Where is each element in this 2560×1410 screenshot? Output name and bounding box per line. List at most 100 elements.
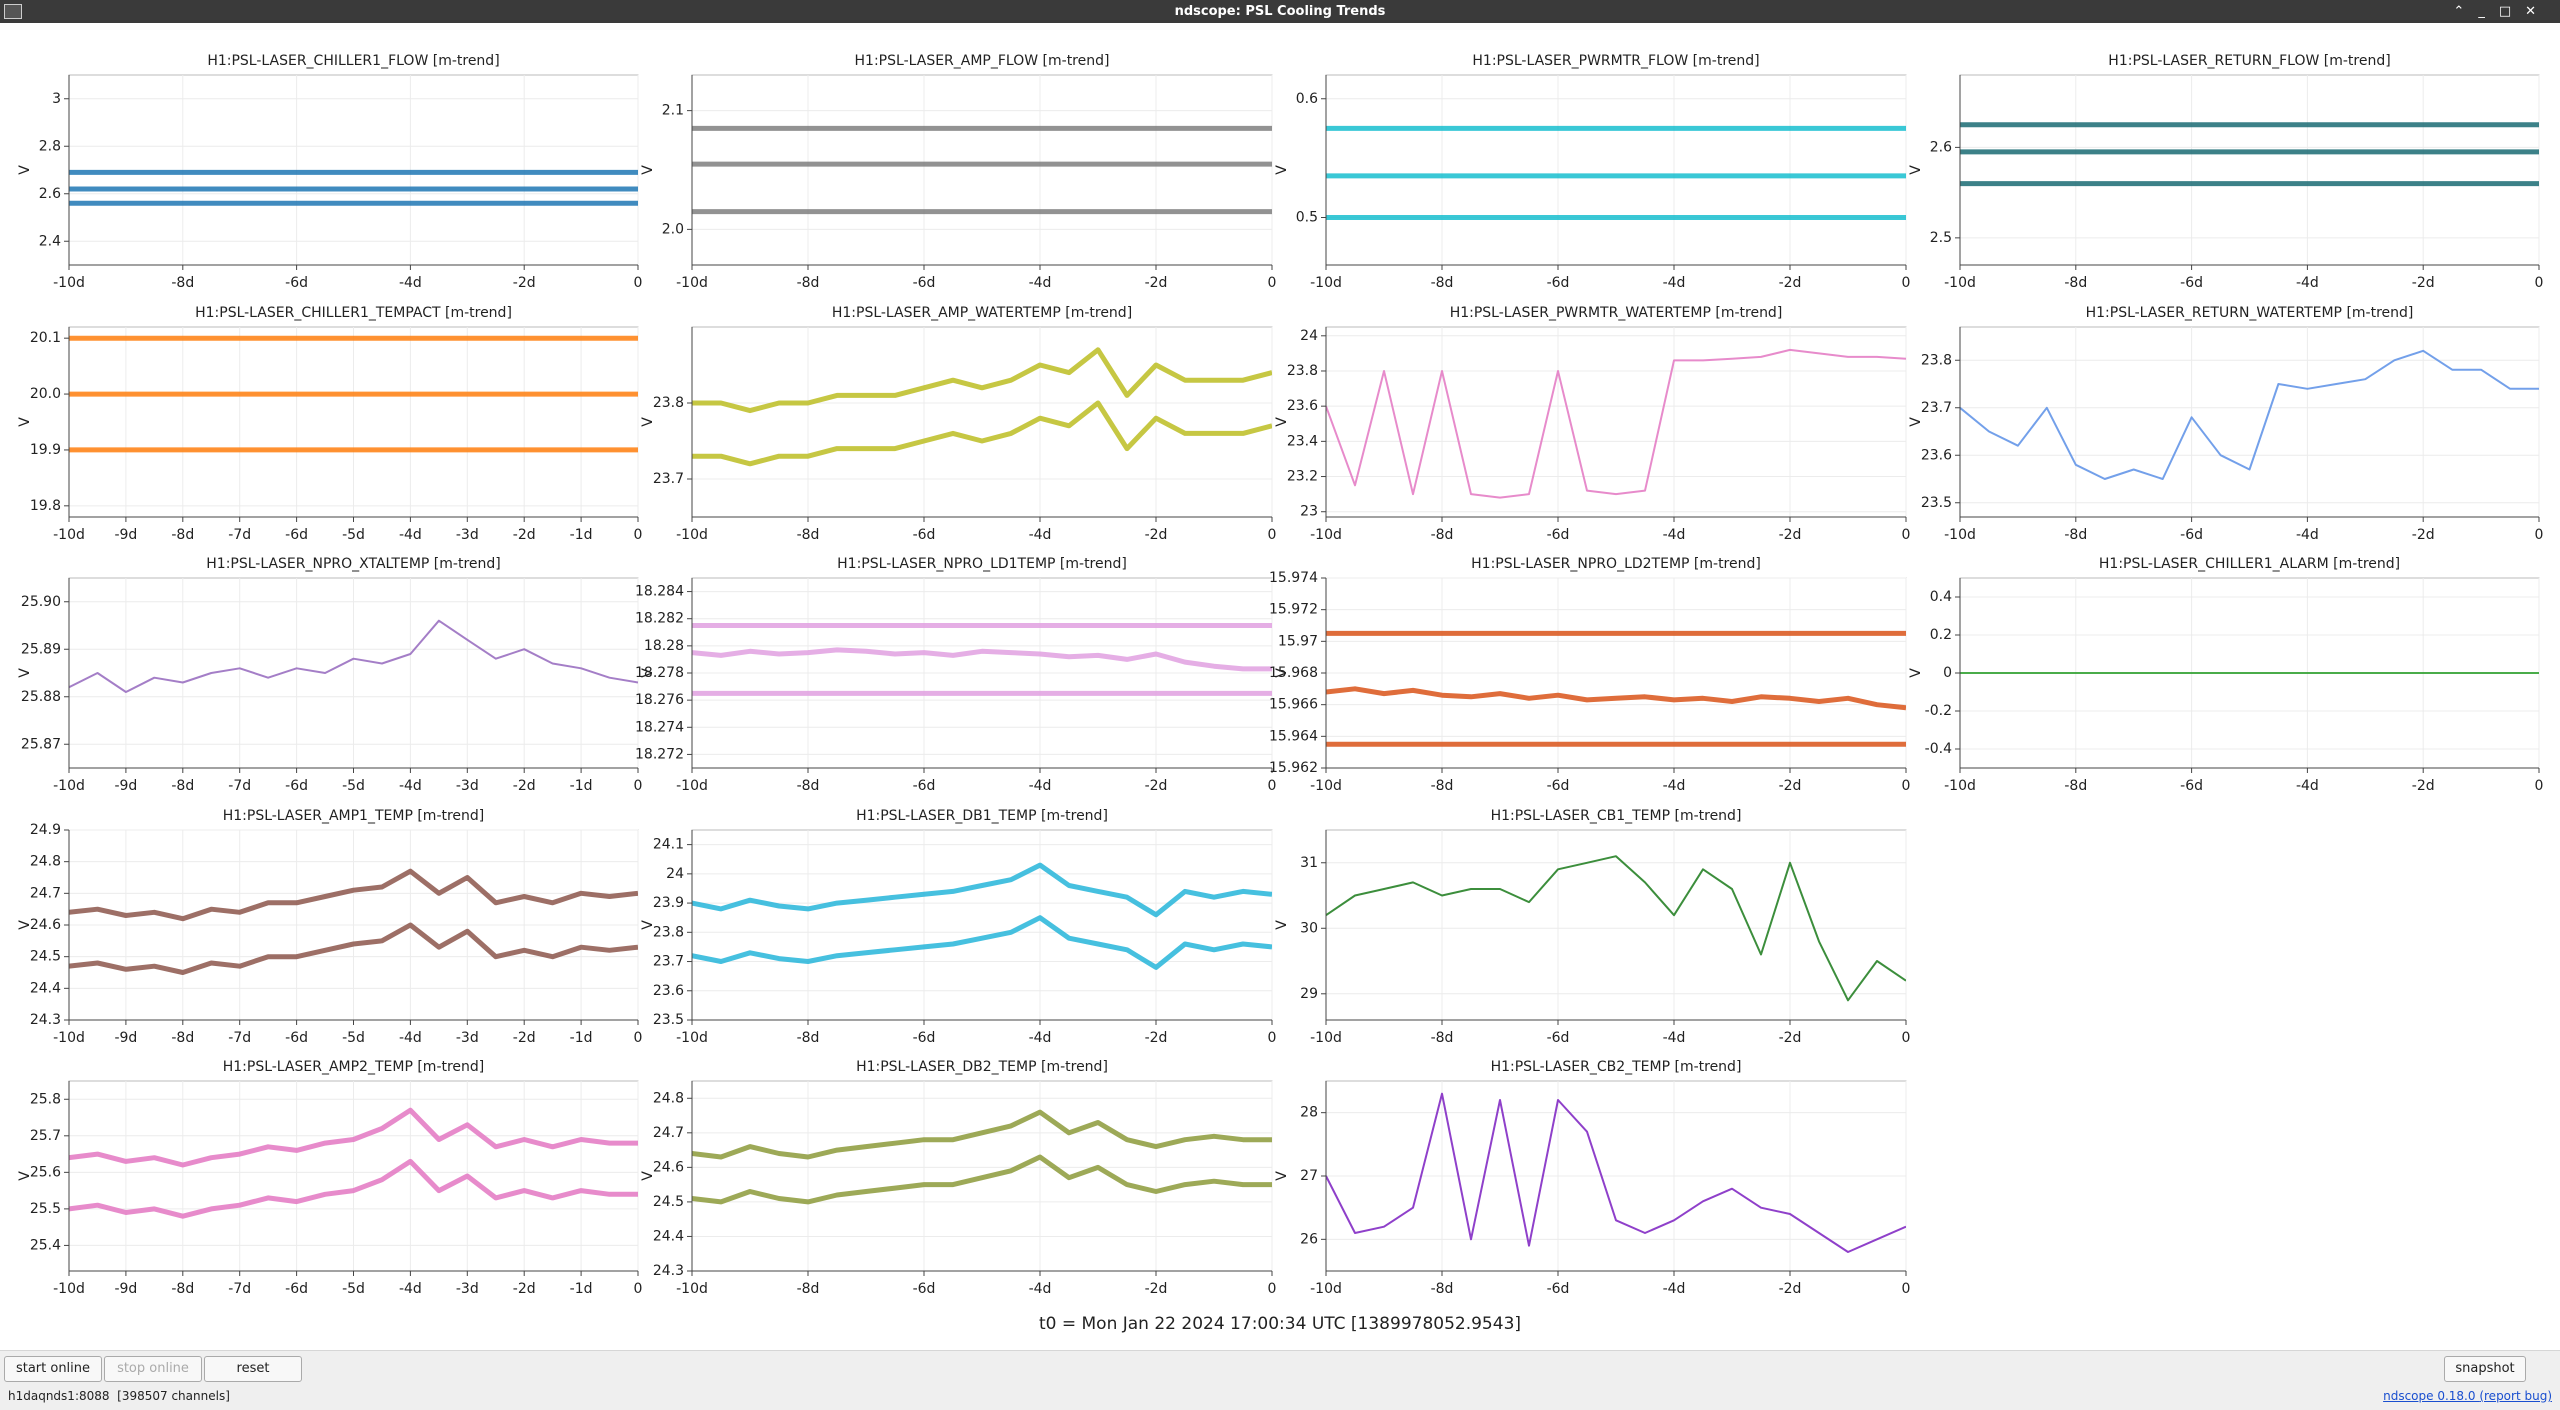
x-tick-label: -6d — [913, 527, 936, 543]
x-tick-label: -4d — [2296, 527, 2319, 543]
y-tick-label: 2.5 — [1930, 230, 1952, 246]
x-tick-label: 0 — [1902, 527, 1911, 543]
y-tick-label: 23.2 — [1287, 469, 1318, 485]
x-tick-label: -10d — [1310, 1030, 1342, 1046]
y-tick-label: 23.4 — [1287, 433, 1318, 449]
x-tick-label: -8d — [1431, 778, 1454, 794]
y-tick-label: 18.284 — [635, 584, 684, 600]
y-tick-label: 15.964 — [1269, 728, 1318, 744]
plot-title: H1:PSL-LASER_CB2_TEMP [m-trend] — [1491, 1059, 1742, 1075]
y-tick-label: 27 — [1300, 1168, 1318, 1184]
y-tick-label: 3 — [52, 91, 61, 107]
plot-title: H1:PSL-LASER_RETURN_WATERTEMP [m-trend] — [2086, 305, 2414, 321]
t0-label: t0 = Mon Jan 22 2024 17:00:34 UTC [13899… — [1038, 1314, 1522, 1334]
trend-line — [692, 647, 1272, 672]
plot-data — [69, 619, 638, 693]
x-tick-label: -9d — [114, 1281, 137, 1297]
plot-title: H1:PSL-LASER_NPRO_LD2TEMP [m-trend] — [1471, 556, 1761, 572]
plot-title: H1:PSL-LASER_CHILLER1_ALARM [m-trend] — [2099, 556, 2400, 572]
y-tick-label: 2.1 — [662, 103, 684, 119]
y-tick-label: 23.6 — [1287, 398, 1318, 414]
x-tick-label: 0 — [634, 275, 643, 291]
x-tick-label: -1d — [570, 1281, 593, 1297]
y-tick-label: -0.4 — [1925, 741, 1952, 757]
trend-line — [69, 868, 638, 922]
y-tick-label: 25.7 — [30, 1128, 61, 1144]
y-tick-label: 19.9 — [30, 442, 61, 458]
y-tick-label: 18.272 — [635, 746, 684, 762]
x-tick-label: 0 — [634, 527, 643, 543]
x-tick-label: 0 — [1902, 1281, 1911, 1297]
y-tick-label: 23.8 — [653, 924, 684, 940]
version-link[interactable]: ndscope 0.18.0 — [2383, 1389, 2476, 1403]
x-tick-label: -7d — [228, 778, 251, 794]
x-tick-label: -10d — [1310, 778, 1342, 794]
plot-data — [692, 623, 1272, 696]
x-tick-label: -2d — [513, 527, 536, 543]
plot-area — [1325, 829, 1907, 1021]
y-tick-label: 24.7 — [30, 885, 61, 901]
x-tick-label: -8d — [2064, 778, 2087, 794]
x-tick-label: -10d — [676, 778, 708, 794]
y-tick-label: 20.0 — [30, 386, 61, 402]
x-tick-label: -1d — [570, 1030, 593, 1046]
y-axis-label: V — [1274, 920, 1290, 930]
x-tick-label: -4d — [2296, 275, 2319, 291]
x-tick-label: -2d — [1779, 1281, 1802, 1297]
x-tick-label: 0 — [2535, 778, 2544, 794]
x-tick-label: 0 — [1268, 527, 1277, 543]
x-tick-label: -6d — [2180, 527, 2203, 543]
y-tick-label: 24.9 — [30, 822, 61, 838]
trend-line — [692, 862, 1272, 918]
x-tick-label: -2d — [513, 778, 536, 794]
x-tick-label: -2d — [1145, 275, 1168, 291]
y-axis-label: V — [640, 920, 656, 930]
y-tick-label: 20.1 — [30, 330, 61, 346]
y-tick-label: 25.5 — [30, 1201, 61, 1217]
y-tick-label: 15.968 — [1269, 665, 1318, 681]
y-tick-label: -0.2 — [1925, 703, 1952, 719]
x-tick-label: -1d — [570, 527, 593, 543]
y-tick-label: 0.6 — [1296, 91, 1318, 107]
reset-button[interactable]: reset — [204, 1356, 302, 1382]
x-tick-label: -4d — [1029, 1281, 1052, 1297]
y-tick-label: 15.966 — [1269, 697, 1318, 713]
y-axis-label: V — [1908, 165, 1924, 175]
y-tick-label: 2.0 — [662, 221, 684, 237]
x-tick-label: -6d — [913, 778, 936, 794]
x-tick-label: 0 — [1268, 778, 1277, 794]
x-tick-label: 0 — [634, 1281, 643, 1297]
x-tick-label: -2d — [513, 275, 536, 291]
plot-data — [692, 862, 1272, 970]
y-axis-label: V — [1274, 1171, 1290, 1181]
x-tick-label: -6d — [1547, 527, 1570, 543]
window-controls[interactable]: ⌃_□✕ — [2453, 4, 2550, 19]
plot-data — [1326, 630, 1906, 747]
report-bug-link[interactable]: (report bug) — [2479, 1389, 2552, 1403]
trend-line — [692, 1154, 1272, 1205]
plot-data — [692, 347, 1272, 467]
x-tick-label: -8d — [797, 1281, 820, 1297]
start-online-button[interactable]: start online — [4, 1356, 102, 1382]
y-tick-label: 24.7 — [653, 1125, 684, 1141]
plot-data — [69, 335, 638, 453]
y-tick-label: 23.7 — [1921, 400, 1952, 416]
x-tick-label: -4d — [399, 1281, 422, 1297]
x-tick-label: -10d — [1944, 527, 1976, 543]
x-tick-label: -10d — [53, 778, 85, 794]
y-tick-label: 23.9 — [653, 895, 684, 911]
x-tick-label: -4d — [1663, 1030, 1686, 1046]
x-tick-label: -6d — [1547, 1281, 1570, 1297]
x-tick-label: -6d — [285, 1281, 308, 1297]
plot-data — [1326, 1092, 1906, 1253]
x-tick-label: -4d — [399, 1030, 422, 1046]
x-tick-label: -10d — [53, 527, 85, 543]
x-tick-label: -2d — [1145, 1030, 1168, 1046]
trend-line — [1960, 349, 2539, 480]
snapshot-button[interactable]: snapshot — [2444, 1356, 2526, 1382]
y-axis-label: V — [17, 417, 33, 427]
x-tick-label: -7d — [228, 527, 251, 543]
y-tick-label: 23.6 — [653, 983, 684, 999]
y-tick-label: 0.2 — [1930, 627, 1952, 643]
